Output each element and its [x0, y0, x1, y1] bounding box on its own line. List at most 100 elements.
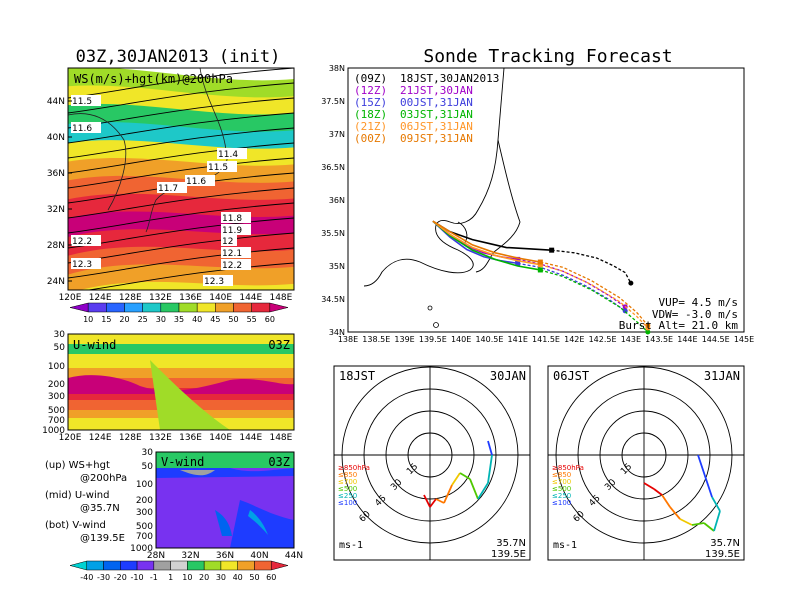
pressure-tick: 300 [48, 392, 65, 402]
hodograph-frame [333, 365, 531, 561]
hodograph-trace [691, 522, 705, 526]
lon-tick: 145E [734, 335, 754, 344]
lon-tick: 141.5E [532, 335, 560, 344]
pressure-tick: 700 [48, 416, 65, 426]
param-burst: Burst Alt= 21.0 km [619, 319, 739, 332]
launch-code: (21Z) [354, 120, 387, 133]
hodograph-trace [711, 496, 721, 512]
launch-time: 00JST,31JAN [400, 96, 473, 109]
lon-tick: 136E [179, 293, 202, 303]
vwind-field [156, 452, 294, 548]
lat-tick: 24N [47, 277, 65, 287]
param-vdw: VDW= -3.0 m/s [652, 308, 738, 321]
lat-tick: 36.5N [321, 163, 345, 172]
contour-label-bg [221, 224, 251, 235]
contour-label: 11.6 [72, 124, 92, 134]
height-contour [68, 157, 294, 189]
contour-label: 11.5 [72, 97, 92, 107]
lat-tick: 37N [329, 130, 345, 139]
hodograph-trace [423, 494, 431, 508]
lon-tick: 138.5E [362, 335, 390, 344]
contour-label: 12.2 [222, 261, 242, 271]
colorbar-tick: 40 [233, 573, 243, 582]
colorbar-tick: -1 [150, 573, 158, 582]
colorbar-swatch [160, 302, 180, 313]
contour-label: 12 [222, 237, 233, 247]
hodograph-trace [661, 494, 671, 508]
coastline [475, 139, 521, 273]
hodograph-trace [443, 484, 453, 504]
track-descent [517, 258, 626, 308]
lon-tick: 128E [119, 433, 142, 443]
pressure-tick: 500 [48, 406, 65, 416]
colorbar-tick: -40 [80, 573, 93, 582]
uwind-band [68, 344, 294, 354]
launch-code: (00Z) [354, 132, 387, 145]
contour-label: 11.6 [186, 177, 206, 187]
lat-tick: 34N [329, 328, 345, 337]
colorbar-swatch [220, 560, 238, 571]
track-descent [540, 264, 649, 329]
colorbar-tick: 10 [182, 573, 192, 582]
colorbar-swatch [106, 302, 125, 313]
hodograph-trace [713, 510, 721, 532]
launch-code: (12Z) [354, 84, 387, 97]
pressure-tick: 200 [136, 496, 153, 506]
lon-tick: 143E [621, 335, 641, 344]
launch-code: (15Z) [354, 96, 387, 109]
lat-tick: 37.5N [321, 97, 345, 106]
hodograph-trace [435, 498, 445, 504]
lon-tick: 140.5E [475, 335, 503, 344]
contour-label: 12.3 [204, 277, 224, 287]
hodo-level: ≤700 [338, 478, 357, 486]
height-contour [68, 142, 294, 174]
colorbar-swatch [233, 302, 252, 313]
lat-tick: 44N [285, 551, 303, 561]
track-ascent [432, 220, 541, 266]
colorbar-swatch [215, 302, 234, 313]
launch-time: 03JST,31JAN [400, 108, 473, 121]
hodo-level: ≤700 [552, 478, 571, 486]
colorbar-tick: 30 [156, 315, 166, 324]
colorbar-swatch [203, 560, 222, 571]
lat-tick: 35N [329, 262, 345, 271]
lon-tick: 148E [269, 293, 292, 303]
hodograph-trace [679, 518, 693, 526]
burst-marker [537, 259, 543, 265]
launch-time: 18JST,30JAN2013 [400, 72, 499, 85]
param-vup: VUP= 4.5 m/s [659, 296, 738, 309]
contour-label-bg [207, 161, 237, 172]
uwind-band [68, 378, 294, 388]
colorbar-swatch [254, 560, 272, 571]
colorbar-tick: -20 [114, 573, 127, 582]
colorbar-swatch [178, 302, 198, 313]
vwind-band [248, 510, 268, 535]
contour-label-bg [221, 259, 251, 270]
colorbar-tick: 1 [168, 573, 173, 582]
colorbar-swatch [269, 302, 289, 313]
hodograph-trace [697, 454, 713, 498]
lat-tick: 35.5N [321, 229, 345, 238]
colorbar-swatch [153, 560, 171, 571]
pressure-tick: 200 [48, 380, 65, 390]
pressure-tick: 500 [136, 522, 153, 532]
contour-label-bg [71, 122, 101, 133]
colorbar-tick: 60 [265, 315, 275, 324]
hodo-level: ≤500 [338, 485, 357, 493]
track-descent [517, 262, 626, 312]
note-bot: (bot) V-wind [45, 520, 106, 531]
colorbar-swatch [69, 560, 88, 571]
lon-tick: 140E [209, 293, 232, 303]
ws-map-frame [67, 67, 295, 291]
pressure-tick: 100 [48, 362, 65, 372]
uwind-time: 03Z [268, 338, 290, 352]
coastline [68, 113, 127, 211]
colorbar-tick: 40 [192, 315, 202, 324]
note-bot-2: @139.5E [80, 533, 125, 544]
lat-tick: 38N [329, 64, 345, 73]
hodo-lon: 139.5E [705, 549, 740, 560]
vwind-band [156, 452, 294, 468]
hodo-lon: 139.5E [491, 549, 526, 560]
